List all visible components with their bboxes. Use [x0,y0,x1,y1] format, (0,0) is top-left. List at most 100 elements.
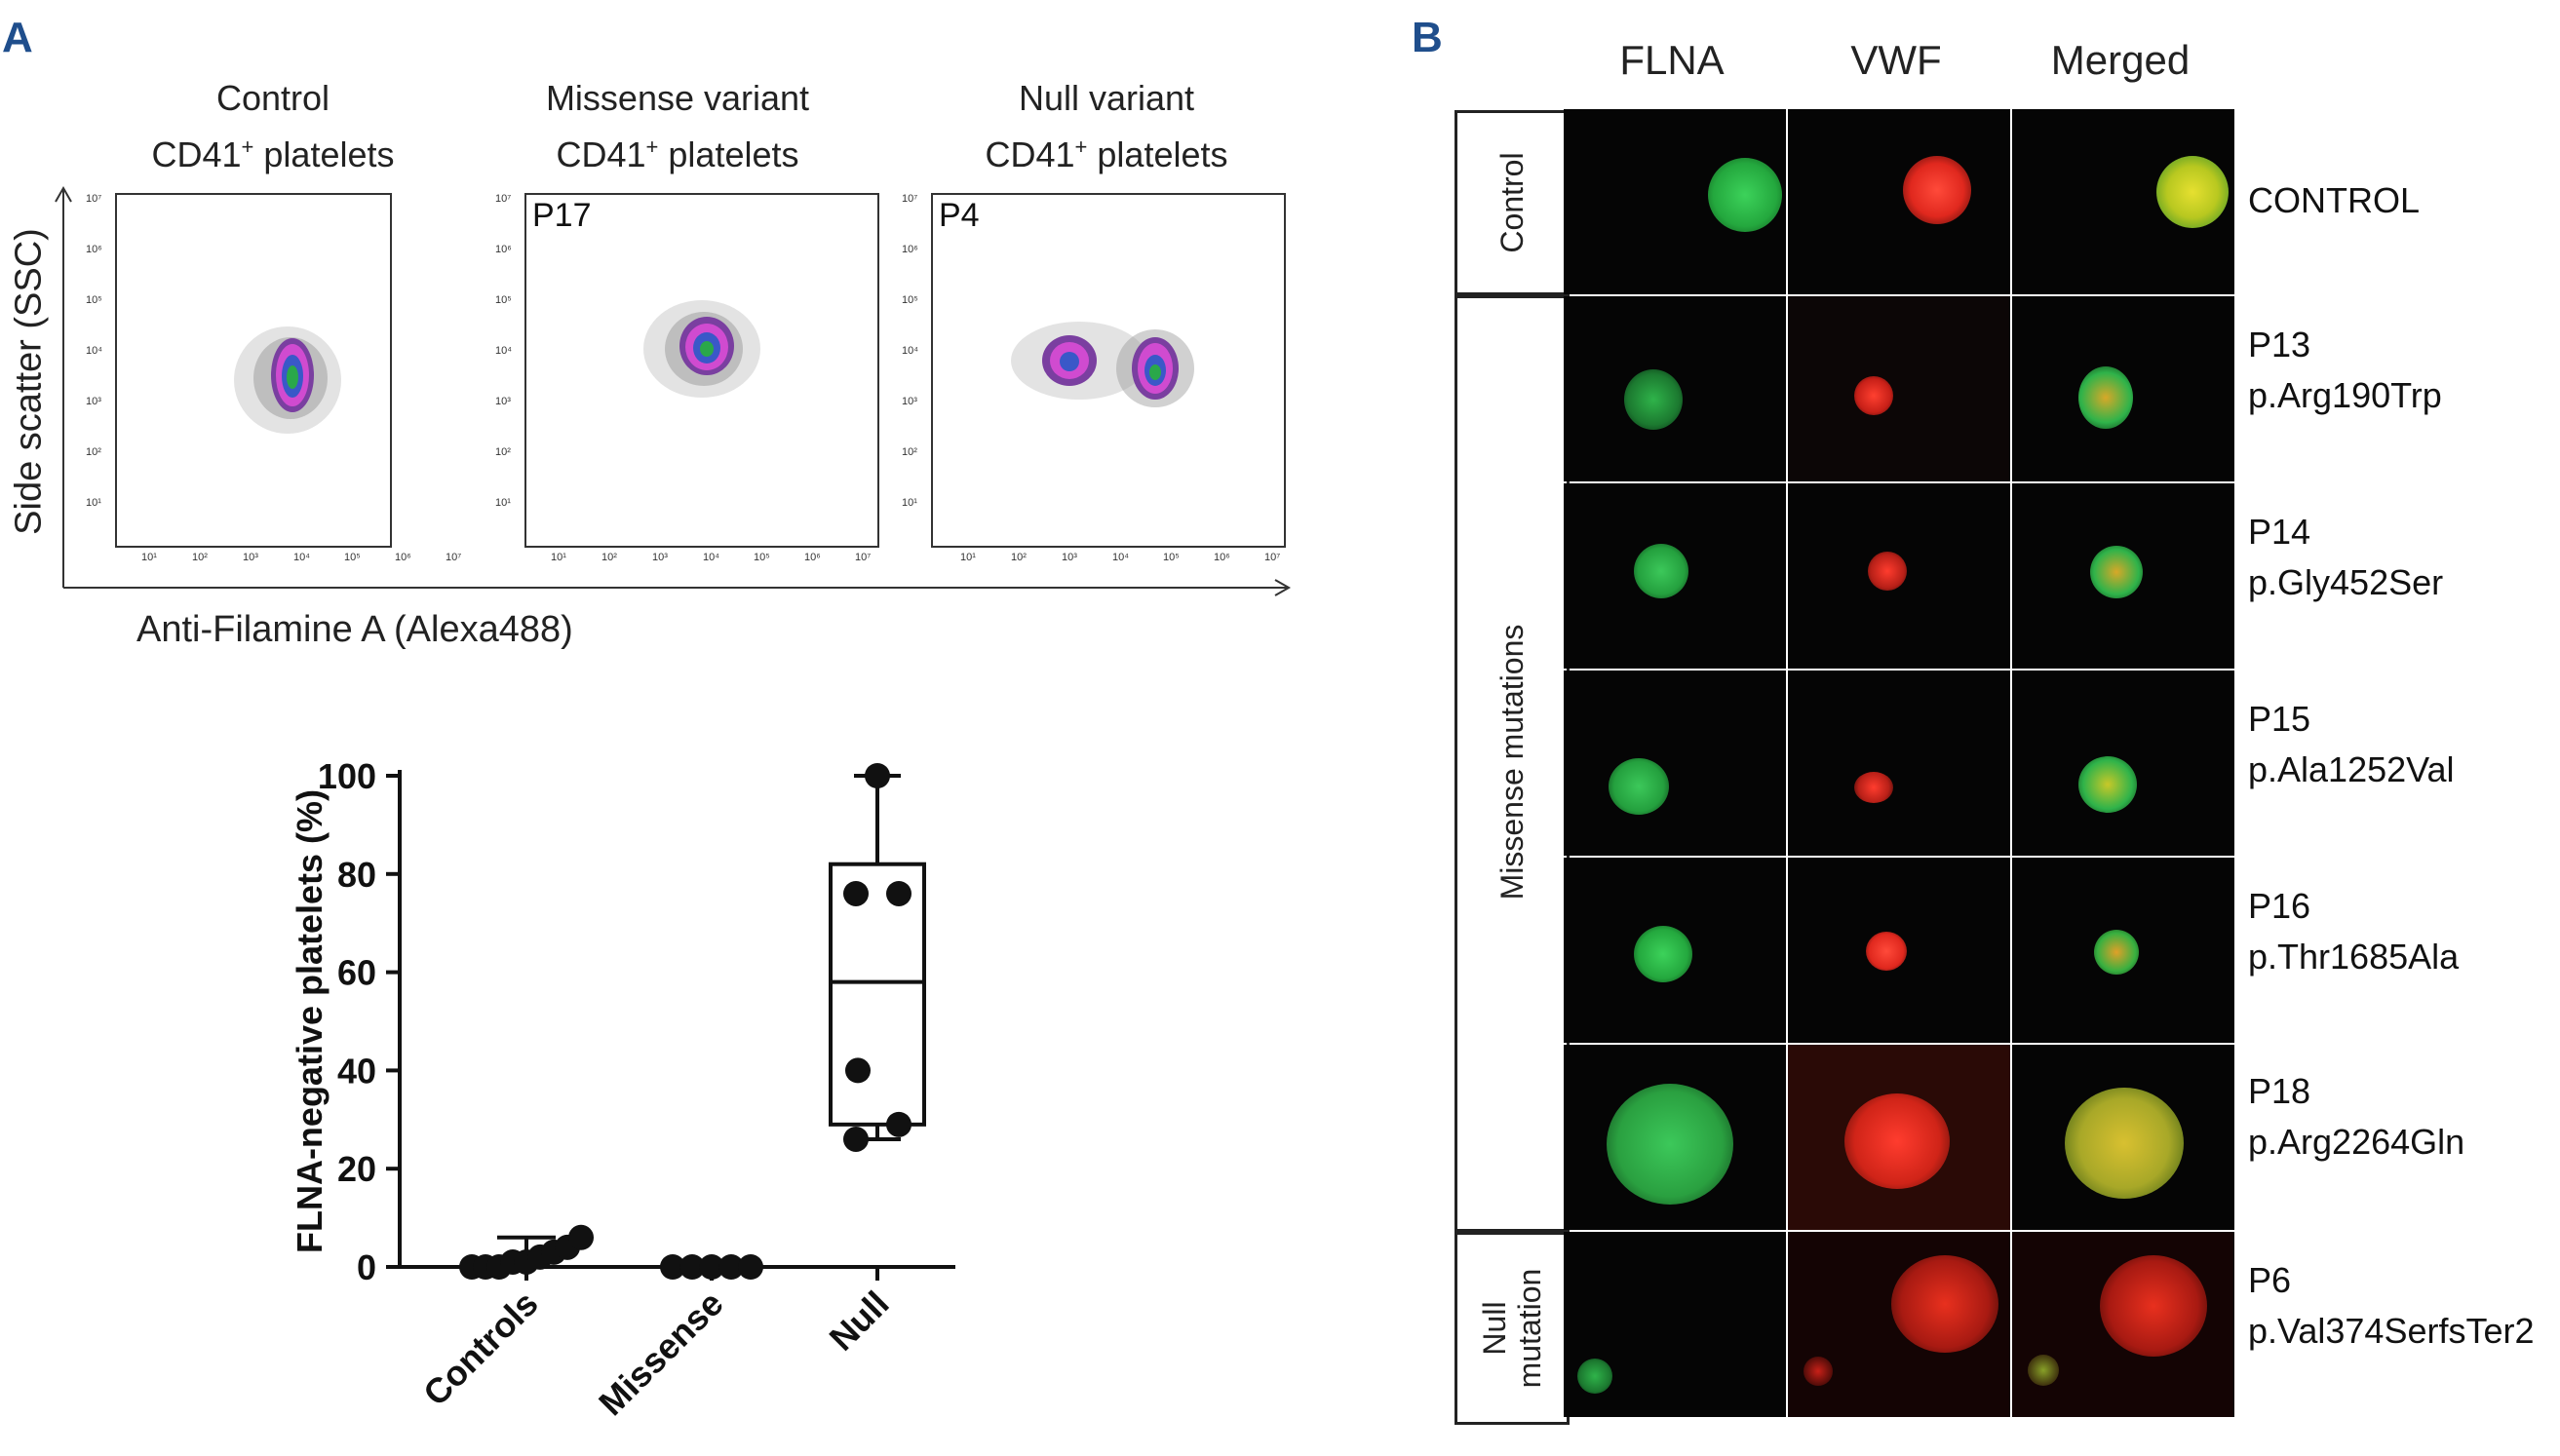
y-tick-label: 20 [337,1149,376,1189]
xtick: 10⁴ [293,552,310,563]
data-point [699,1254,724,1280]
micrograph-flna-p14 [1564,483,1786,669]
row-label-line2: p.Arg190Trp [2248,375,2442,415]
row-label-line1: P18 [2248,1071,2311,1111]
micrograph-grid [1564,109,2236,1420]
flow-title-line1: Missense variant [545,78,810,118]
ytick: 10² [495,446,511,458]
ytick: 10¹ [495,497,511,509]
plot-patient-label: P17 [532,197,592,234]
ytick: 10² [86,446,101,458]
ytick: 10⁷ [495,193,512,205]
flow-y-axis-title: Side scatter (SSC) [8,228,50,535]
plot-patient-label: P4 [939,197,980,234]
platelet-yellow [2090,546,2143,598]
flow-density-cluster [643,300,760,398]
panel-b-letter: B [1412,14,1443,61]
platelet-yellow [2078,756,2137,813]
row-label-p18: P18 p.Arg2264Gln [2248,1066,2464,1168]
flow-density-cluster [234,326,341,434]
flow-xticks-control: 10¹ 10² 10³ 10⁴ 10⁵ 10⁶ 10⁷ [141,552,492,571]
flow-xticks-null: 10¹ 10² 10³ 10⁴ 10⁵ 10⁶ 10⁷ [960,552,1311,571]
row-label-line1: P16 [2248,886,2311,926]
xtick: 10¹ [960,552,976,563]
ytick: 10⁶ [495,244,512,255]
data-point [886,880,912,906]
xtick: 10⁵ [754,552,770,563]
flow-yticks-missense: 10⁷ 10⁶ 10⁵ 10⁴ 10³ 10² 10¹ [495,193,523,544]
xtick: 10¹ [141,552,157,563]
row-label-p13: P13 p.Arg190Trp [2248,320,2442,421]
group-label-null: Null mutation [1477,1235,1547,1422]
data-point [660,1254,685,1280]
micrograph-vwf-p14 [1788,483,2010,669]
data-point [886,1111,912,1137]
platelet-red [1854,772,1893,803]
ytick: 10⁴ [495,345,512,357]
row-label-line2: p.Ala1252Val [2248,749,2455,789]
ytick: 10⁵ [86,294,102,306]
flow-x-axis-title: Anti-Filamine A (Alexa488) [136,609,573,650]
flow-plot-title-control: Control CD41+ platelets [107,74,439,179]
group-label-null-line1: Null [1477,1301,1512,1356]
micrograph-vwf-p13 [1788,296,2010,481]
micrograph-vwf-p16 [1788,858,2010,1043]
micrograph-merged-p18 [2012,1045,2234,1230]
data-point [843,880,869,906]
ytick: 10⁵ [495,294,512,306]
data-point [865,763,890,788]
x-category-label: Controls [415,1284,546,1414]
column-header-flna: FLNA [1619,37,1725,83]
box-plot-x-axis: Controls Missense Null [400,1265,955,1423]
platelet-red [1866,932,1907,971]
xtick: 10¹ [551,552,566,563]
row-label-p16: P16 p.Thr1685Ala [2248,881,2459,982]
y-tick-label: 80 [337,855,376,895]
flow-yticks-control: 10⁷ 10⁶ 10⁵ 10⁴ 10³ 10² 10¹ [86,193,113,544]
data-point [738,1254,763,1280]
series-null [829,763,926,1152]
xtick: 10⁴ [703,552,719,563]
micrograph-flna-p6 [1564,1232,1786,1417]
platelet-green [1624,369,1683,430]
flow-density-clusters [1011,322,1194,407]
xtick: 10² [1011,552,1027,563]
micrograph-vwf-p6 [1788,1232,2010,1417]
platelet-green [1607,1084,1733,1205]
platelet-red [1804,1357,1833,1386]
platelet-red [1844,1093,1950,1189]
ytick: 10¹ [86,497,101,509]
ytick: 10⁴ [902,345,918,357]
micrograph-flna-control [1564,109,1786,294]
xtick: 10⁷ [855,552,872,563]
micrograph-flna-p13 [1564,296,1786,481]
row-label-line2: p.Val374SerfsTer2 [2248,1311,2535,1351]
micrograph-flna-p18 [1564,1045,1786,1230]
panel-a-letter: A [2,14,33,61]
ytick: 10⁶ [902,244,918,255]
flow-plot-null: P4 [931,193,1286,548]
y-tick-label: 0 [357,1247,376,1287]
xtick: 10⁷ [1264,552,1281,563]
group-label-control: Control [1494,152,1530,253]
platelet-yellow [2028,1355,2059,1386]
micrograph-flna-p15 [1564,671,1786,856]
xtick: 10³ [1062,552,1077,563]
row-label-line1: P6 [2248,1260,2292,1300]
xtick: 10⁶ [1214,552,1230,563]
group-label-null-line2: mutation [1512,1268,1547,1389]
row-label-p15: P15 p.Ala1252Val [2248,694,2455,795]
flow-title-line2: CD41+ platelets [151,134,395,174]
micrograph-merged-p13 [2012,296,2234,481]
micrograph-merged-p14 [2012,483,2234,669]
platelet-red [1854,376,1893,415]
xtick: 10³ [652,552,668,563]
platelet-green [1634,544,1688,598]
xtick: 10² [601,552,617,563]
row-label-line1: P15 [2248,699,2311,739]
micrograph-vwf-p15 [1788,671,2010,856]
flow-title-line2: CD41+ platelets [985,134,1228,174]
flow-yticks-null: 10⁷ 10⁶ 10⁵ 10⁴ 10³ 10² 10¹ [902,193,929,544]
xtick: 10⁶ [395,552,411,563]
